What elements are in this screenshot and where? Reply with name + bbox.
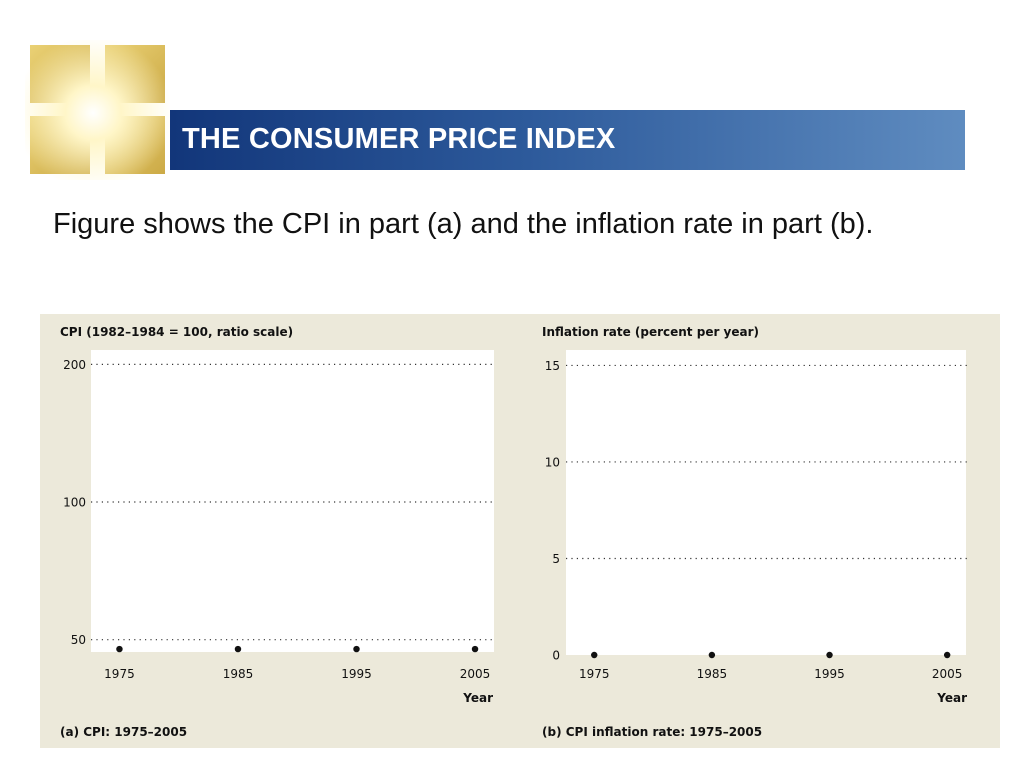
chart-a: CPI (1982–1984 = 100, ratio scale) 50 100…: [60, 325, 496, 739]
chart-a-point: [353, 645, 360, 653]
chart-a-y-tick-label: 100: [63, 496, 86, 510]
chart-a-y-tick-label: 50: [71, 633, 86, 647]
slide-title: THE CONSUMER PRICE INDEX: [182, 123, 616, 155]
chart-b-point: [943, 651, 951, 659]
chart-b-point: [591, 651, 598, 659]
chart-b-x-tick-label: 1985: [697, 667, 728, 681]
chart-b-points: [591, 651, 951, 659]
chart-a-x-tick-label: 2005: [460, 667, 491, 681]
figure-panel: CPI (1982–1984 = 100, ratio scale) 50 100…: [40, 314, 1000, 748]
chart-b-x-ticks: 1975 1985 1995 2005: [579, 667, 962, 681]
chart-a-title: CPI (1982–1984 = 100, ratio scale): [60, 325, 293, 339]
chart-a-x-tick-label: 1995: [341, 667, 372, 681]
logo-graphic: [25, 40, 170, 180]
chart-b-x-tick-label: 2005: [932, 667, 963, 681]
slide-body-text: Figure shows the CPI in part (a) and the…: [53, 208, 874, 240]
chart-a-plot-area: [91, 350, 494, 652]
chart-a-point: [234, 645, 242, 653]
chart-b-plot-area: [566, 350, 966, 655]
chart-b-point: [708, 651, 716, 659]
chart-b-y-tick-label: 15: [545, 359, 560, 373]
chart-b-point: [826, 651, 833, 659]
cpi-figure: CPI (1982–1984 = 100, ratio scale) 50100…: [60, 325, 970, 739]
chart-a-point: [116, 645, 123, 653]
chart-a-point: [471, 645, 479, 653]
chart-a-x-ticks: 1975 1985 1995 2005: [104, 667, 490, 681]
chart-b-y-tick-label: 10: [545, 455, 560, 469]
chart-b-y-tick-label: 0: [552, 649, 560, 663]
chart-a-caption: (a) CPI: 1975–2005: [60, 725, 187, 739]
title-bar: THE CONSUMER PRICE INDEX: [170, 110, 965, 170]
chart-a-points: [116, 645, 479, 653]
chart-a-y-tick-label: 200: [63, 358, 86, 372]
chart-a-x-tick-label: 1975: [104, 667, 135, 681]
chart-b-y-ticks: 0 5 10 15: [545, 359, 560, 663]
chart-b-y-tick-label: 5: [552, 552, 560, 566]
chart-b-caption: (b) CPI inflation rate: 1975–2005: [542, 725, 762, 739]
chart-a-x-tick-label: 1985: [223, 667, 254, 681]
logo: [25, 40, 170, 180]
chart-b-title: Inflation rate (percent per year): [542, 325, 759, 339]
chart-b-x-tick-label: 1995: [814, 667, 845, 681]
chart-a-x-axis-label: Year: [462, 691, 493, 705]
chart-b-x-axis-label: Year: [936, 691, 967, 705]
chart-a-y-ticks: 50 100 200: [63, 358, 86, 647]
chart-b: Inflation rate (percent per year) 0 5 10 15…: [542, 325, 970, 739]
chart-b-x-tick-label: 1975: [579, 667, 610, 681]
